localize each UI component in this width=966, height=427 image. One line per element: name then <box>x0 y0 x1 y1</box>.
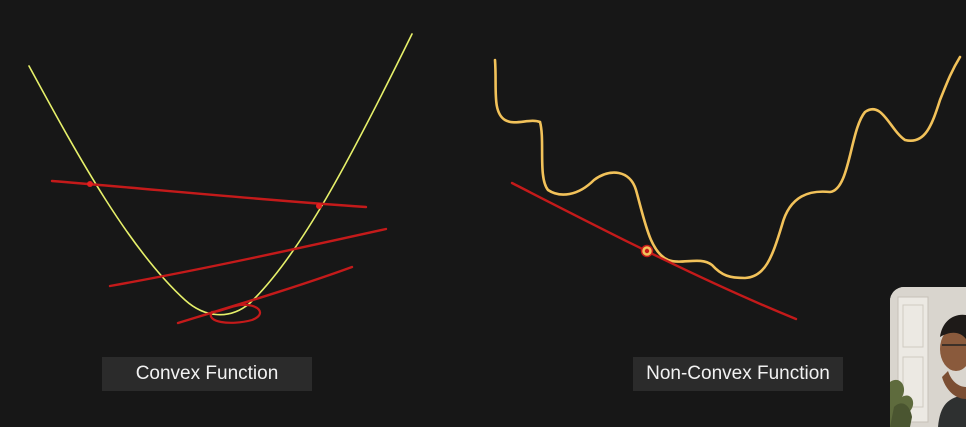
convex-intersection-point <box>316 203 322 209</box>
convex-curve <box>28 33 413 316</box>
presenter-icon <box>890 287 966 427</box>
non-convex-tangent-line <box>510 181 798 321</box>
convex-upper-line <box>108 227 388 288</box>
convex-lower-line <box>176 265 354 325</box>
presenter-webcam-thumbnail <box>890 287 966 427</box>
non-convex-curve <box>493 55 962 280</box>
convex-intersection-point <box>87 181 93 187</box>
convex-function-label: Convex Function <box>102 357 312 391</box>
non-convex-tangent-point <box>644 248 650 254</box>
convex-minimum-scribble <box>209 303 262 324</box>
non-convex-function-label: Non-Convex Function <box>633 357 843 391</box>
